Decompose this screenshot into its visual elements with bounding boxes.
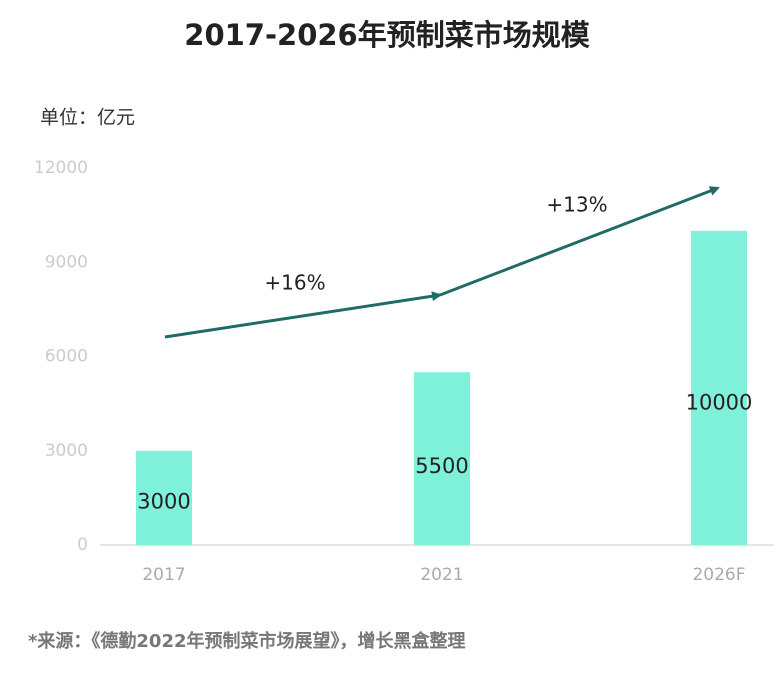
bar — [136, 450, 192, 545]
chart-title: 2017-2026年预制菜市场规模 — [184, 18, 590, 52]
y-tick-label: 0 — [77, 535, 88, 555]
x-tick-label: 2017 — [142, 565, 185, 585]
data-label: 3000 — [137, 490, 190, 514]
unit-label: 单位：亿元 — [40, 107, 135, 129]
y-tick-label: 12000 — [34, 158, 88, 178]
y-tick-label: 6000 — [45, 347, 88, 367]
growth-arrow — [164, 291, 442, 339]
data-label: 10000 — [686, 391, 753, 415]
data-label: 5500 — [415, 454, 468, 478]
x-tick-label: 2026F — [692, 565, 745, 585]
y-tick-label: 9000 — [45, 252, 88, 272]
bar — [691, 230, 747, 546]
growth-label: +13% — [546, 193, 607, 217]
y-tick-label: 3000 — [45, 441, 88, 461]
growth-arrow — [439, 186, 720, 297]
x-tick-label: 2021 — [420, 565, 463, 585]
growth-label: +16% — [264, 271, 325, 295]
plot-area: 0 3000 6000 9000 12000 2017 3000 2021 5500 2026F 1… — [34, 158, 774, 585]
source-note: *来源：《德勤2022年预制菜市场展望》，增长黑盒整理 — [28, 630, 466, 652]
bar — [414, 372, 470, 545]
